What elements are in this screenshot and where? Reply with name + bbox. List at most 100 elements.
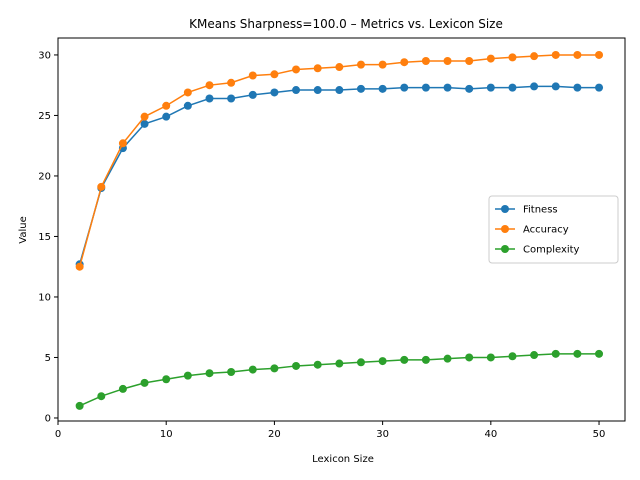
x-axis-label: Lexicon Size bbox=[312, 454, 374, 465]
data-point-accuracy-0 bbox=[75, 262, 84, 271]
data-point-fitness-8 bbox=[248, 90, 257, 99]
data-point-accuracy-6 bbox=[205, 81, 214, 90]
data-point-fitness-7 bbox=[227, 94, 236, 103]
data-point-fitness-5 bbox=[183, 101, 192, 110]
series-accuracy bbox=[75, 50, 604, 271]
data-point-fitness-10 bbox=[292, 86, 301, 95]
data-point-accuracy-10 bbox=[292, 65, 301, 74]
x-tick-label-2: 20 bbox=[268, 429, 281, 440]
data-point-complexity-9 bbox=[270, 364, 279, 373]
y-axis-label: Value bbox=[18, 216, 29, 243]
data-point-complexity-4 bbox=[162, 375, 171, 384]
x-tick-label-4: 40 bbox=[484, 429, 497, 440]
data-point-accuracy-4 bbox=[162, 101, 171, 110]
data-point-accuracy-13 bbox=[356, 60, 365, 69]
data-point-fitness-6 bbox=[205, 94, 214, 103]
data-point-fitness-13 bbox=[356, 84, 365, 93]
data-point-fitness-12 bbox=[335, 86, 344, 95]
data-point-complexity-12 bbox=[335, 359, 344, 368]
data-point-complexity-21 bbox=[530, 351, 539, 360]
data-point-complexity-5 bbox=[183, 371, 192, 380]
data-point-accuracy-7 bbox=[227, 78, 236, 87]
data-point-accuracy-11 bbox=[313, 64, 322, 73]
data-point-fitness-11 bbox=[313, 86, 322, 95]
data-point-fitness-17 bbox=[443, 83, 452, 92]
legend-label-fitness: Fitness bbox=[523, 205, 558, 216]
data-point-accuracy-24 bbox=[595, 50, 604, 59]
data-point-fitness-23 bbox=[573, 83, 582, 92]
data-point-complexity-3 bbox=[140, 378, 149, 387]
data-point-accuracy-17 bbox=[443, 56, 452, 65]
y-tick-label-4: 20 bbox=[38, 171, 51, 182]
data-point-accuracy-8 bbox=[248, 71, 257, 80]
data-point-complexity-23 bbox=[573, 349, 582, 358]
data-point-complexity-19 bbox=[486, 353, 495, 362]
data-point-fitness-14 bbox=[378, 84, 387, 93]
data-point-complexity-1 bbox=[97, 392, 106, 401]
data-point-fitness-20 bbox=[508, 83, 517, 92]
data-point-fitness-9 bbox=[270, 88, 279, 97]
plot-series bbox=[75, 50, 604, 410]
data-point-accuracy-15 bbox=[400, 58, 409, 67]
data-point-accuracy-2 bbox=[118, 139, 127, 148]
data-point-complexity-24 bbox=[595, 349, 604, 358]
data-point-accuracy-23 bbox=[573, 50, 582, 59]
y-tick-label-3: 15 bbox=[38, 232, 51, 243]
y-tick-label-2: 10 bbox=[38, 292, 51, 303]
y-axis-ticks: 0 5 10 15 20 25 30 bbox=[38, 50, 58, 424]
plot-frame bbox=[57, 37, 626, 422]
data-point-accuracy-18 bbox=[465, 56, 474, 65]
x-axis-ticks: 0 10 20 30 40 50 bbox=[55, 421, 606, 440]
data-point-accuracy-9 bbox=[270, 70, 279, 79]
legend-marker-accuracy bbox=[501, 225, 509, 233]
data-point-complexity-0 bbox=[75, 401, 84, 410]
data-point-fitness-16 bbox=[421, 83, 430, 92]
data-point-accuracy-21 bbox=[530, 52, 539, 61]
y-tick-label-1: 5 bbox=[45, 353, 51, 364]
data-point-accuracy-14 bbox=[378, 60, 387, 69]
data-point-complexity-8 bbox=[248, 365, 257, 374]
legend-marker-fitness bbox=[501, 205, 509, 213]
data-point-fitness-22 bbox=[551, 82, 560, 91]
legend-label-accuracy: Accuracy bbox=[523, 225, 569, 236]
x-tick-label-5: 50 bbox=[593, 429, 606, 440]
data-point-complexity-14 bbox=[378, 357, 387, 366]
data-point-complexity-13 bbox=[356, 358, 365, 367]
data-point-accuracy-5 bbox=[183, 88, 192, 97]
legend: Fitness Accuracy Complexity bbox=[488, 195, 619, 264]
data-point-complexity-17 bbox=[443, 354, 452, 363]
y-tick-label-0: 0 bbox=[45, 413, 51, 424]
data-point-accuracy-1 bbox=[97, 182, 106, 191]
y-tick-label-6: 30 bbox=[38, 50, 51, 61]
data-point-fitness-24 bbox=[595, 83, 604, 92]
data-point-accuracy-12 bbox=[335, 63, 344, 72]
data-point-complexity-22 bbox=[551, 349, 560, 358]
data-point-fitness-21 bbox=[530, 82, 539, 91]
data-point-complexity-18 bbox=[465, 353, 474, 362]
data-point-complexity-15 bbox=[400, 355, 409, 364]
x-tick-label-1: 10 bbox=[160, 429, 173, 440]
data-point-accuracy-20 bbox=[508, 53, 517, 62]
data-point-complexity-2 bbox=[118, 384, 127, 393]
legend-marker-complexity bbox=[501, 245, 509, 253]
chart-title: KMeans Sharpness=100.0 – Metrics vs. Lex… bbox=[189, 17, 503, 31]
x-tick-label-0: 0 bbox=[55, 429, 61, 440]
data-point-complexity-6 bbox=[205, 369, 214, 378]
data-point-fitness-19 bbox=[486, 83, 495, 92]
y-tick-label-5: 25 bbox=[38, 111, 51, 122]
data-point-complexity-7 bbox=[227, 367, 236, 376]
data-point-fitness-18 bbox=[465, 84, 474, 93]
legend-label-complexity: Complexity bbox=[523, 245, 580, 256]
data-point-accuracy-3 bbox=[140, 112, 149, 121]
data-point-accuracy-16 bbox=[421, 56, 430, 65]
legend-box bbox=[488, 195, 619, 264]
series-complexity bbox=[75, 349, 604, 410]
data-point-complexity-11 bbox=[313, 360, 322, 369]
data-point-complexity-10 bbox=[292, 361, 301, 370]
data-point-accuracy-22 bbox=[551, 50, 560, 59]
data-point-fitness-3 bbox=[140, 119, 149, 128]
x-tick-label-3: 30 bbox=[376, 429, 389, 440]
data-point-fitness-15 bbox=[400, 83, 409, 92]
data-point-fitness-4 bbox=[162, 112, 171, 121]
